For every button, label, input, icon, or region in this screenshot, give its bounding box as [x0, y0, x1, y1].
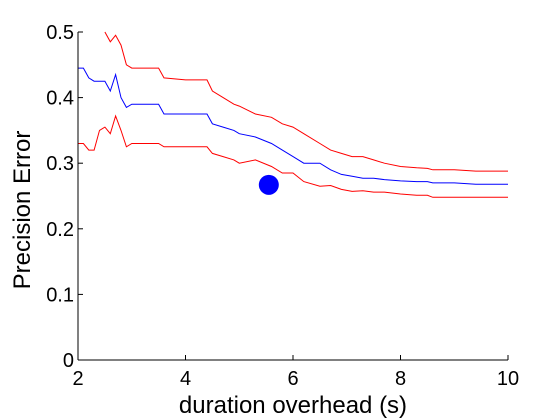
y-tick-label: 0.5 [46, 22, 74, 44]
axes-layer: 2 4 6 8 10 0 0.1 0.2 0.3 0.4 0.5 [46, 22, 519, 390]
y-tick-label: 0 [63, 350, 74, 372]
y-axis-label: Precision Error [9, 131, 36, 290]
x-tick-label: 10 [497, 368, 519, 390]
data-point-marker [258, 174, 279, 195]
series-line-mean [78, 67, 508, 185]
x-tick-label: 8 [395, 368, 406, 390]
series-line-lower [78, 114, 508, 198]
x-tick-label: 6 [287, 368, 298, 390]
x-axis-label: duration overhead (s) [179, 392, 407, 419]
y-tick-label: 0.1 [46, 284, 74, 306]
y-tick-label: 0.2 [46, 219, 74, 241]
series-line-upper [104, 31, 508, 172]
y-tick-label: 0.4 [46, 88, 74, 110]
y-tick-label: 0.3 [46, 153, 74, 175]
x-tick-label: 4 [180, 368, 191, 390]
series-layer [78, 31, 508, 198]
x-tick-label: 2 [72, 368, 83, 390]
